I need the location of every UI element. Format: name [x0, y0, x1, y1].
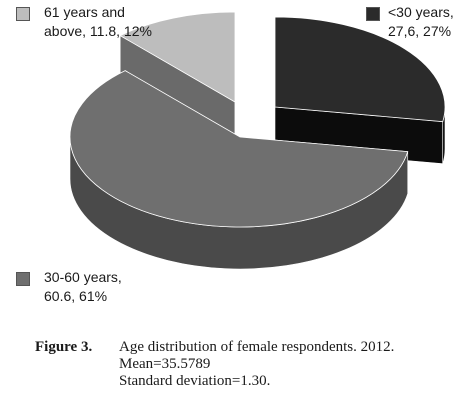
legend-label-30-60-line2: 60.6, 61%: [44, 288, 108, 304]
figure-label: Figure 3.: [35, 339, 93, 355]
legend-swatch-30-60: [16, 272, 30, 286]
pie-chart: [69, 11, 446, 270]
pie-slice-30-60: [69, 70, 409, 270]
legend-swatch-61-above: [16, 7, 30, 21]
legend-label-61-above-line2: above, 11.8, 12%: [44, 23, 152, 39]
caption-line2: Mean=35.5789: [119, 356, 211, 372]
legend-label-61-above-line1: 61 years and: [44, 4, 125, 20]
legend-label-under-30: <30 years, 27,6, 27%: [388, 3, 454, 41]
legend-label-30-60: 30-60 years, 60.6, 61%: [44, 268, 122, 306]
legend-label-under-30-line2: 27,6, 27%: [388, 23, 452, 39]
legend-label-under-30-line1: <30 years,: [388, 4, 454, 20]
legend-swatch-under-30: [366, 7, 380, 21]
pie-slice-under-30: [274, 16, 446, 164]
legend-label-61-above: 61 years and above, 11.8, 12%: [44, 3, 152, 41]
pie-slice-61-above: [119, 11, 236, 145]
caption-line1: Age distribution of female respondents. …: [119, 339, 395, 355]
legend-label-30-60-line1: 30-60 years,: [44, 269, 122, 285]
caption-line3: Standard deviation=1.30.: [119, 373, 271, 389]
figure-caption: Figure 3. Age distribution of female resp…: [35, 339, 394, 390]
